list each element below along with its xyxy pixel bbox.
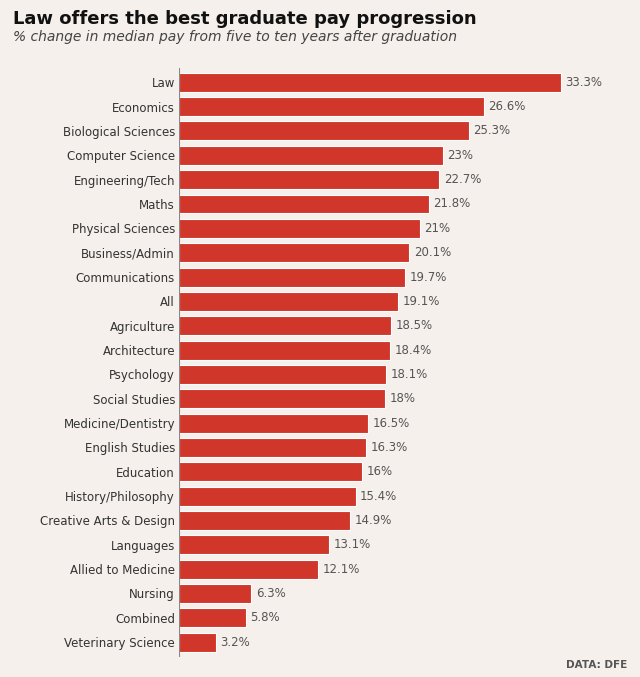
Text: 16%: 16%	[367, 465, 393, 478]
Bar	[179, 121, 469, 140]
Text: 16.3%: 16.3%	[371, 441, 408, 454]
Bar	[179, 194, 429, 213]
Bar	[179, 267, 405, 286]
Text: Law offers the best graduate pay progression: Law offers the best graduate pay progres…	[13, 10, 476, 28]
Text: 18.4%: 18.4%	[394, 343, 432, 357]
Text: 13.1%: 13.1%	[334, 538, 371, 551]
Text: 20.1%: 20.1%	[414, 246, 451, 259]
Bar	[179, 511, 350, 530]
Text: 21.8%: 21.8%	[433, 198, 470, 211]
Bar	[179, 341, 390, 359]
Bar	[179, 584, 252, 603]
Text: 5.8%: 5.8%	[250, 611, 280, 624]
Text: 6.3%: 6.3%	[256, 587, 285, 600]
Bar	[179, 146, 443, 165]
Text: 33.3%: 33.3%	[565, 76, 602, 89]
Bar	[179, 536, 329, 554]
Text: % change in median pay from five to ten years after graduation: % change in median pay from five to ten …	[13, 30, 457, 45]
Text: 16.5%: 16.5%	[372, 416, 410, 429]
Bar	[179, 632, 216, 651]
Bar	[179, 365, 387, 384]
Bar	[179, 438, 366, 457]
Bar	[179, 414, 368, 433]
Text: 14.9%: 14.9%	[355, 514, 392, 527]
Text: 19.7%: 19.7%	[410, 271, 447, 284]
Bar	[179, 170, 439, 189]
Text: 23%: 23%	[447, 149, 473, 162]
Bar	[179, 608, 246, 627]
Text: 26.6%: 26.6%	[488, 100, 526, 113]
Text: 25.3%: 25.3%	[474, 125, 511, 137]
Text: 3.2%: 3.2%	[220, 636, 250, 649]
Bar	[179, 243, 410, 262]
Text: 18.5%: 18.5%	[396, 319, 433, 332]
Bar	[179, 316, 391, 335]
Bar	[179, 292, 398, 311]
Bar	[179, 389, 385, 408]
Text: 21%: 21%	[424, 222, 451, 235]
Text: 18%: 18%	[390, 392, 416, 406]
Text: 19.1%: 19.1%	[403, 295, 440, 308]
Bar	[179, 462, 362, 481]
Bar	[179, 73, 561, 92]
Text: 12.1%: 12.1%	[323, 563, 360, 575]
Bar	[179, 97, 484, 116]
Text: 22.7%: 22.7%	[444, 173, 481, 186]
Bar	[179, 487, 356, 506]
Bar	[179, 219, 420, 238]
Text: 15.4%: 15.4%	[360, 489, 397, 502]
Text: DATA: DFE: DATA: DFE	[566, 660, 627, 670]
Bar	[179, 560, 318, 579]
Text: 18.1%: 18.1%	[391, 368, 428, 381]
